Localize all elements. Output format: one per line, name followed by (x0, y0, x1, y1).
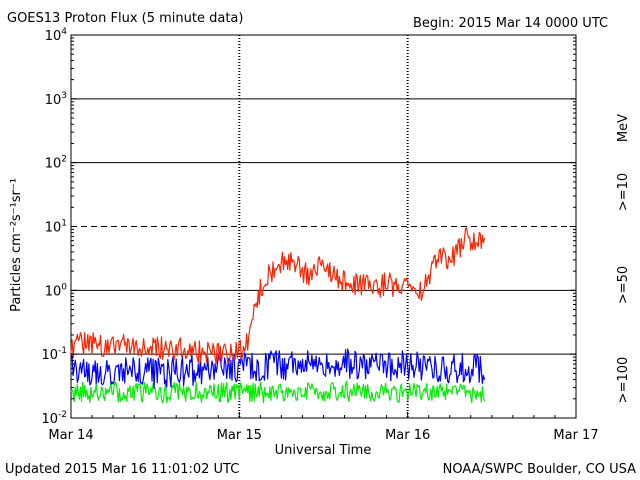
credit-label: NOAA/SWPC Boulder, CO USA (443, 462, 636, 477)
updated-label: Updated 2015 Mar 16 11:01:02 UTC (5, 462, 239, 477)
grid-layer (71, 35, 576, 418)
x-tick-label: Mar 17 (553, 428, 598, 443)
y-tick-label: 100 (45, 282, 68, 299)
y-tick-label: 103 (45, 91, 67, 108)
chart-title: GOES13 Proton Flux (5 minute data) (7, 11, 243, 26)
legend-series-50: >=50 (616, 266, 631, 304)
x-tick-label: Mar 15 (217, 428, 262, 443)
series-line (70, 380, 486, 404)
y-tick-label: 101 (45, 219, 67, 236)
y-tick-label: 10-2 (41, 410, 67, 427)
y-tick-label: 104 (45, 27, 68, 44)
x-tick-label: Mar 14 (48, 428, 93, 443)
y-tick-label: 102 (45, 155, 67, 172)
series-layer (70, 227, 486, 404)
axis-layer: Mar 14 Mar 15 Mar 16 Mar 17 104 103 102 101 100 1… (41, 27, 598, 443)
y-axis-label: Particles cm⁻²s⁻¹sr⁻¹ (9, 178, 24, 312)
y-tick-label: 10-1 (41, 346, 67, 363)
begin-label: Begin: 2015 Mar 14 0000 UTC (413, 16, 608, 31)
legend-series-10: >=10 (616, 173, 631, 211)
x-axis-label: Universal Time (275, 443, 372, 458)
series-line (70, 348, 486, 389)
series-line (70, 227, 486, 365)
legend-series-100: >=100 (616, 357, 631, 404)
x-tick-label: Mar 16 (385, 428, 430, 443)
mev-label: MeV (616, 114, 631, 142)
